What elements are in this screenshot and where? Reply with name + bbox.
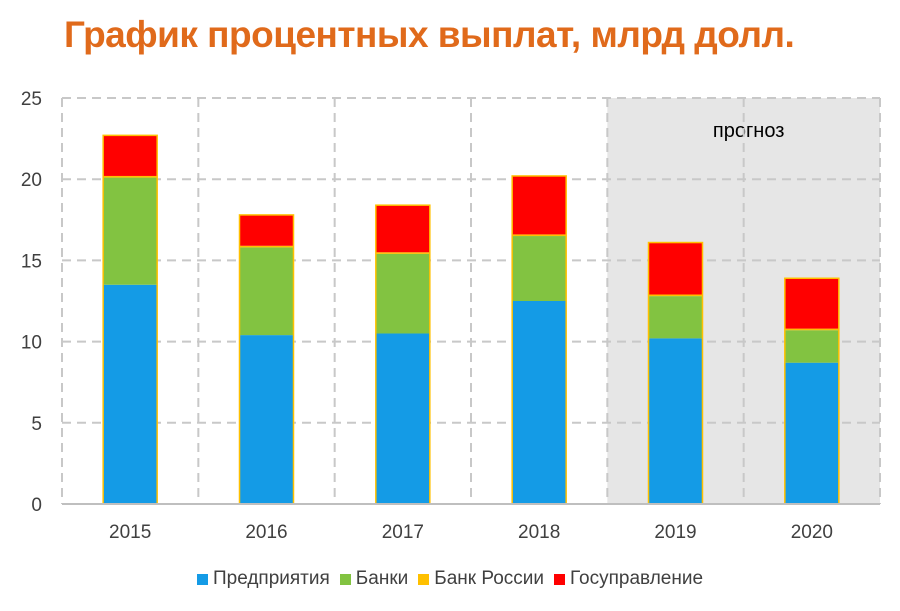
bar-segment — [648, 338, 703, 504]
bar-segment — [648, 296, 703, 339]
x-tick-label: 2016 — [245, 522, 287, 543]
legend-label: Банки — [355, 568, 409, 589]
legend-label: Госуправление — [570, 568, 704, 589]
bar-segment — [648, 294, 703, 297]
bar-segment — [103, 135, 158, 176]
bar-segment — [784, 278, 839, 329]
y-tick-label: 10 — [21, 333, 42, 354]
x-tick-label: 2017 — [382, 522, 424, 543]
bar-segment — [239, 245, 294, 248]
legend-swatch — [554, 573, 566, 585]
bar-segment — [239, 335, 294, 504]
x-tick-label: 2018 — [518, 522, 560, 543]
y-tick-label: 0 — [31, 495, 42, 516]
bar-segment — [239, 214, 294, 246]
chart-title: График процентных выплат, млрд долл. — [64, 14, 795, 55]
x-tick-label: 2015 — [109, 522, 151, 543]
bar-segment — [103, 177, 158, 285]
bar-segment — [239, 247, 294, 336]
bar-segment — [375, 253, 430, 334]
y-tick-label: 25 — [21, 89, 42, 110]
legend: Предприятия Банки Банк России Госуправление — [0, 568, 900, 591]
bar-segment — [103, 284, 158, 504]
legend-label: Банк России — [434, 568, 545, 589]
legend-swatch — [196, 573, 208, 585]
x-tick-label: 2020 — [791, 522, 833, 543]
bar-segment — [375, 333, 430, 504]
bar-segment — [512, 301, 567, 504]
bar-segment — [103, 175, 158, 178]
bar-segment — [784, 330, 839, 363]
bar-segment — [648, 242, 703, 295]
stacked-bar-chart: прогноз 0 5 10 15 20 25 2015 2016 2017 2018 2019 20… — [21, 89, 881, 543]
bar-segment — [512, 236, 567, 301]
bar-segment — [512, 234, 567, 237]
bar-segment — [784, 362, 839, 504]
legend-swatch — [339, 573, 351, 585]
y-tick-label: 20 — [21, 170, 42, 191]
legend-item: Предприятия — [196, 568, 330, 590]
forecast-label: прогноз — [713, 120, 784, 142]
y-tick-label: 5 — [31, 414, 42, 435]
y-tick-label: 15 — [21, 251, 42, 272]
legend-item: Госуправление — [554, 568, 703, 590]
bar-segment — [512, 175, 567, 235]
legend-item: Банк России — [418, 568, 544, 590]
legend-label: Предприятия — [212, 568, 330, 589]
legend-item: Банки — [339, 568, 409, 590]
x-tick-label: 2019 — [654, 522, 696, 543]
bar-segment — [375, 205, 430, 253]
legend-swatch — [418, 573, 430, 585]
bar-segment — [784, 328, 839, 331]
bar-segment — [375, 252, 430, 254]
